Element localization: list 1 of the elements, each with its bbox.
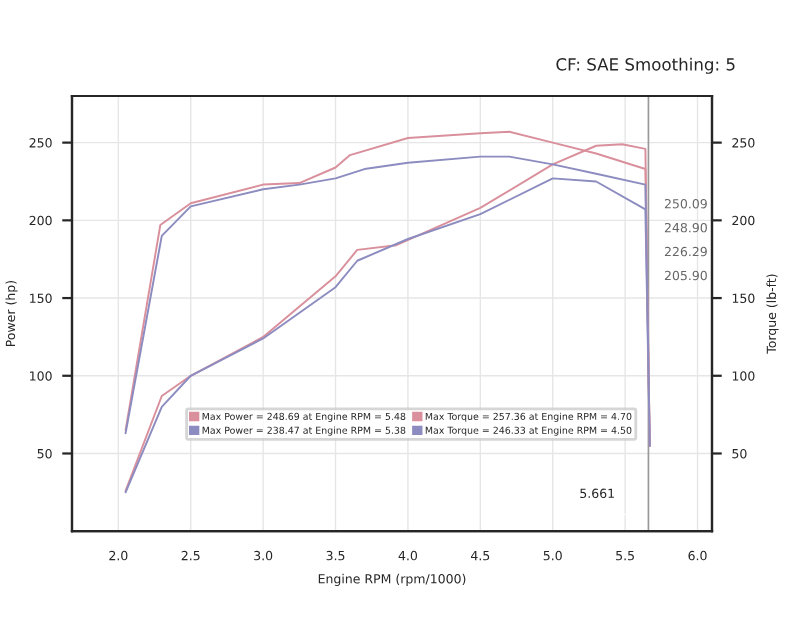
- chart-subtitle: CF: SAE Smoothing: 5: [556, 57, 735, 74]
